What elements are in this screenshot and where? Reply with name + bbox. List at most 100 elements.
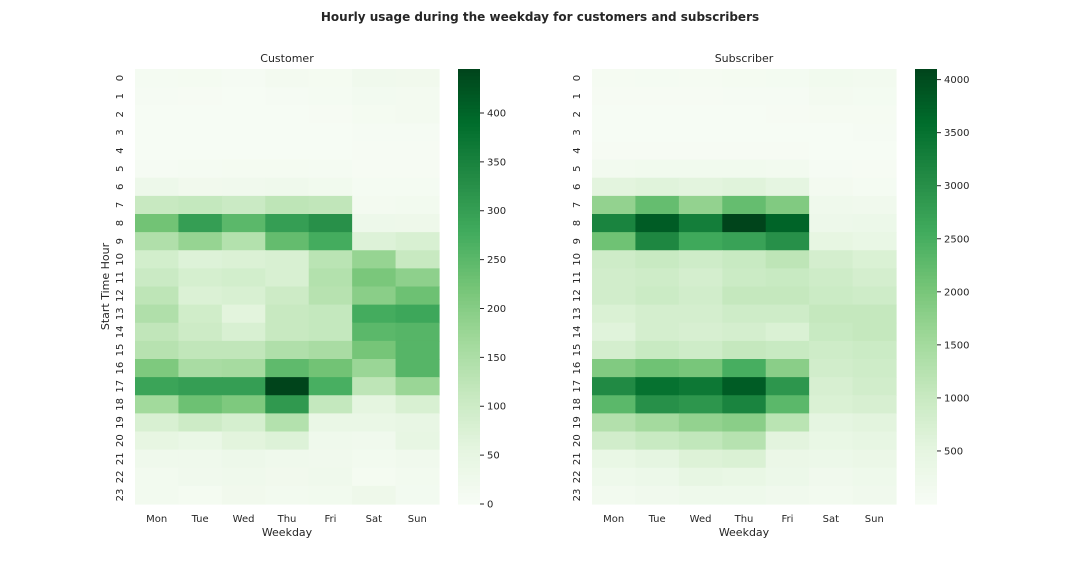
heatmap-cell (221, 395, 266, 414)
colorbar-segment (915, 217, 937, 222)
colorbar-segment (915, 446, 937, 451)
colorbar-segment (458, 482, 480, 487)
colorbar-segment (915, 112, 937, 117)
heatmap-cell (352, 123, 397, 143)
colorbar-segment (458, 279, 480, 284)
heatmap-cell (765, 304, 810, 324)
colorbar-segment (915, 116, 937, 121)
colorbar-segment (458, 195, 480, 201)
colorbar-segment (458, 137, 480, 143)
colorbar-segment (458, 409, 480, 414)
heatmap-cell (135, 322, 180, 342)
colorbar-segment (458, 170, 480, 175)
heatmap-cell (592, 485, 637, 505)
heatmap-cell (592, 340, 637, 360)
heatmap-cell (265, 485, 310, 505)
heatmap-cell (722, 413, 767, 433)
colorbar-segment (458, 453, 480, 458)
colorbar-segment (458, 105, 480, 110)
heatmap-cell (809, 413, 854, 433)
heatmap-cell (265, 268, 310, 288)
heatmap-cell (678, 177, 723, 197)
heatmap-cell (635, 195, 680, 215)
heatmap-cell (809, 105, 854, 124)
heatmap-cell (308, 159, 353, 179)
heatmap-cell (852, 322, 897, 342)
heatmap-cell (221, 485, 266, 505)
colorbar-segment (458, 417, 480, 422)
heatmap-cell (135, 214, 180, 233)
heatmap-cell (765, 195, 810, 215)
colorbar-segment (915, 377, 937, 382)
heatmap-cell (178, 467, 223, 487)
colorbar-segment (458, 438, 480, 443)
heatmap-cell (178, 123, 223, 143)
colorbar-segment (915, 431, 937, 436)
x-axis-label: Weekday (262, 526, 313, 539)
colorbar-segment (458, 83, 480, 88)
colorbar-segment (458, 475, 480, 480)
colorbar-segment (458, 464, 480, 469)
colorbar-segment (458, 101, 480, 106)
heatmap-cell (352, 485, 397, 505)
heatmap-cell (809, 431, 854, 451)
y-tick-label: 12 (572, 289, 583, 302)
heatmap-cell (635, 467, 680, 487)
y-tick-label: 3 (115, 129, 126, 135)
heatmap-cell (135, 159, 180, 179)
colorbar-tick-label: 1000 (944, 393, 969, 404)
colorbar-segment (458, 456, 480, 462)
y-tick-label: 13 (115, 307, 126, 320)
heatmap-cell (265, 377, 310, 396)
colorbar-segment (458, 72, 480, 77)
colorbar-segment (458, 493, 480, 498)
heatmap-cell (308, 322, 353, 342)
colorbar-segment (458, 123, 480, 128)
y-tick-label: 7 (115, 202, 126, 208)
heatmap-cell (722, 232, 767, 251)
colorbar-tick-label: 50 (487, 451, 500, 462)
heatmap-cell (395, 431, 440, 451)
x-tick-label: Fri (324, 514, 336, 525)
colorbar-segment (458, 261, 480, 266)
heatmap-cell (592, 195, 637, 215)
heatmap-cell (265, 123, 310, 143)
heatmap-cell (765, 322, 810, 342)
colorbar-segment (915, 467, 937, 472)
colorbar-segment (915, 391, 937, 396)
heatmap-cell (395, 286, 440, 306)
heatmap-cell (352, 69, 397, 88)
heatmap-cell (592, 105, 637, 124)
colorbar-segment (458, 351, 480, 356)
heatmap-cell (635, 395, 680, 414)
colorbar-segment (458, 272, 480, 277)
colorbar-segment (915, 435, 937, 440)
heatmap-cell (592, 377, 637, 396)
colorbar-segment (458, 366, 480, 371)
heatmap-cell (852, 232, 897, 251)
heatmap-cell (178, 485, 223, 505)
y-tick-label: 23 (572, 489, 583, 502)
heatmap-cell (352, 377, 397, 396)
heatmap-cell (221, 177, 266, 197)
colorbar-segment (915, 170, 937, 175)
heatmap-cell (592, 286, 637, 306)
x-tick-label: Sat (823, 514, 839, 525)
heatmap-cell (135, 304, 180, 324)
colorbar-segment (915, 250, 937, 255)
heatmap-cell (678, 105, 723, 124)
heatmap-cell (678, 123, 723, 143)
y-tick-label: 13 (572, 307, 583, 320)
heatmap-cell (135, 177, 180, 197)
x-tick-label: Thu (734, 514, 754, 525)
heatmap-cell (678, 214, 723, 233)
heatmap-cell (308, 141, 353, 161)
colorbar-segment (458, 319, 480, 324)
colorbar-segment (915, 398, 937, 404)
y-tick-label: 2 (572, 111, 583, 117)
colorbar-segment (915, 366, 937, 371)
heatmap-cell (135, 431, 180, 451)
heatmap-cell (395, 340, 440, 360)
heatmap-cell (308, 69, 353, 88)
colorbar-segment (458, 431, 480, 436)
